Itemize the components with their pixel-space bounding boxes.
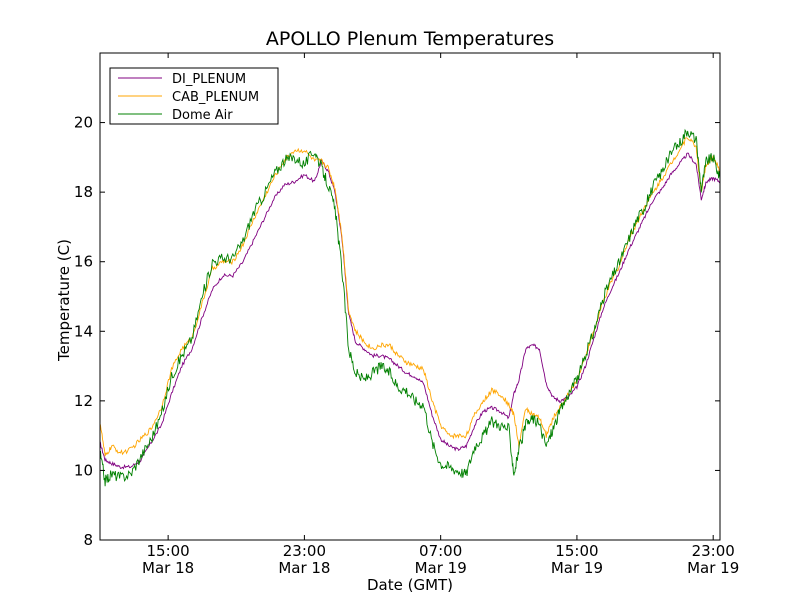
x-tick-date-label: Mar 18 [278,559,330,577]
legend-label-di-plenum: DI_PLENUM [172,72,246,87]
chart-title: APOLLO Plenum Temperatures [266,28,554,50]
y-tick-label: 18 [74,183,93,201]
y-tick-label: 10 [74,461,93,479]
x-tick-time-label: 15:00 [147,542,190,560]
plot-background [100,53,720,540]
x-tick-time-label: 23:00 [283,542,326,560]
y-tick-label: 14 [74,322,93,340]
x-tick-date-label: Mar 18 [142,559,194,577]
y-tick-label: 12 [74,392,93,410]
x-axis-label: Date (GMT) [367,576,453,594]
series-line-cab-plenum [99,137,721,457]
legend-label-cab-plenum: CAB_PLENUM [172,90,259,105]
plot-frame [99,52,721,541]
x-tick-date-label: Mar 19 [415,559,467,577]
legend: DI_PLENUM CAB_PLENUM Dome Air [109,67,279,125]
y-tick-label: 20 [74,114,93,132]
y-axis-label: Temperature (C) [55,239,73,362]
y-tick-label: 16 [74,253,93,271]
series-line-di-plenum [99,152,721,470]
y-axis-ticks: 8 10 12 14 16 18 20 [74,114,720,549]
x-tick-time-label: 07:00 [419,542,462,560]
series-lines [99,128,721,487]
x-tick-time-label: 15:00 [555,542,598,560]
x-tick-date-label: Mar 19 [687,559,739,577]
series-line-dome-air [99,128,721,487]
x-tick-time-label: 23:00 [692,542,735,560]
y-tick-label: 8 [83,531,93,549]
legend-label-dome-air: Dome Air [172,108,233,123]
x-tick-date-label: Mar 19 [551,559,603,577]
